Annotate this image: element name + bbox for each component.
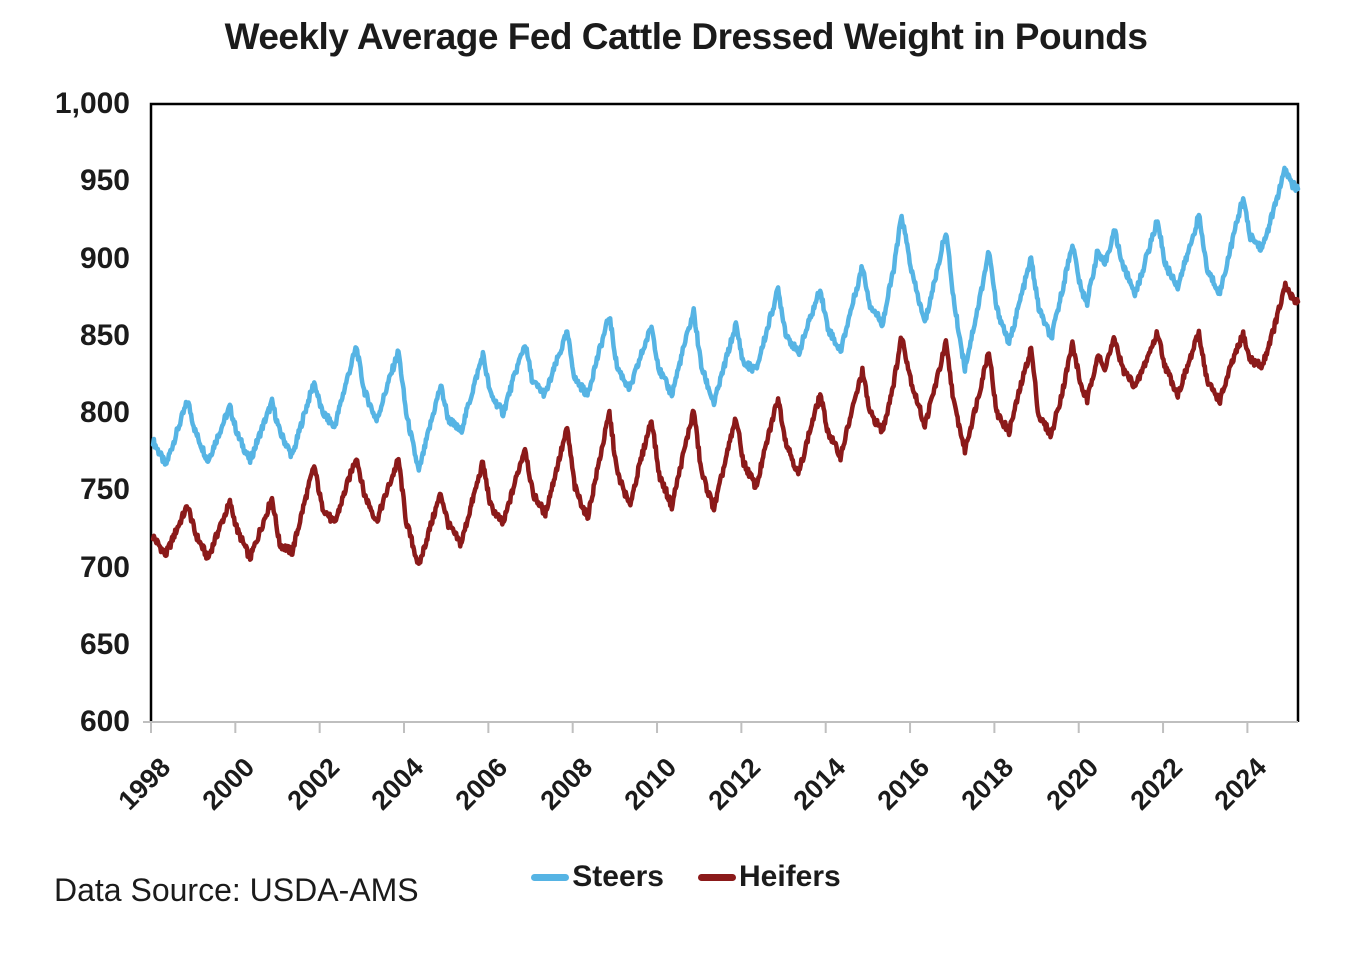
source-note: Data Source: USDA-AMS	[54, 872, 419, 908]
y-tick-label: 750	[79, 473, 130, 507]
legend-label: Heifers	[739, 860, 841, 893]
y-tick-label: 650	[79, 627, 130, 661]
plot-frame	[149, 102, 1300, 722]
legend-swatch-steers	[531, 873, 570, 881]
chart-title: Weekly Average Fed Cattle Dressed Weight…	[224, 16, 1148, 57]
y-tick-label: 950	[79, 164, 130, 198]
y-tick-label: 900	[79, 241, 130, 275]
y-tick-label: 700	[79, 550, 130, 584]
series-line-heifers	[150, 280, 1301, 566]
series-line-steers	[150, 165, 1301, 473]
y-tick-label: 600	[79, 705, 130, 738]
legend-label: Steers	[572, 860, 664, 893]
y-tick-label: 800	[79, 396, 130, 429]
legend-swatch-heifers	[698, 873, 736, 881]
y-tick-label: 1,000	[54, 87, 130, 120]
legend-item-heifers: Heifers	[698, 860, 841, 894]
legend: Steers Heifers	[0, 860, 1372, 894]
y-tick-label: 850	[79, 318, 130, 352]
legend-item-steers: Steers	[531, 860, 664, 894]
